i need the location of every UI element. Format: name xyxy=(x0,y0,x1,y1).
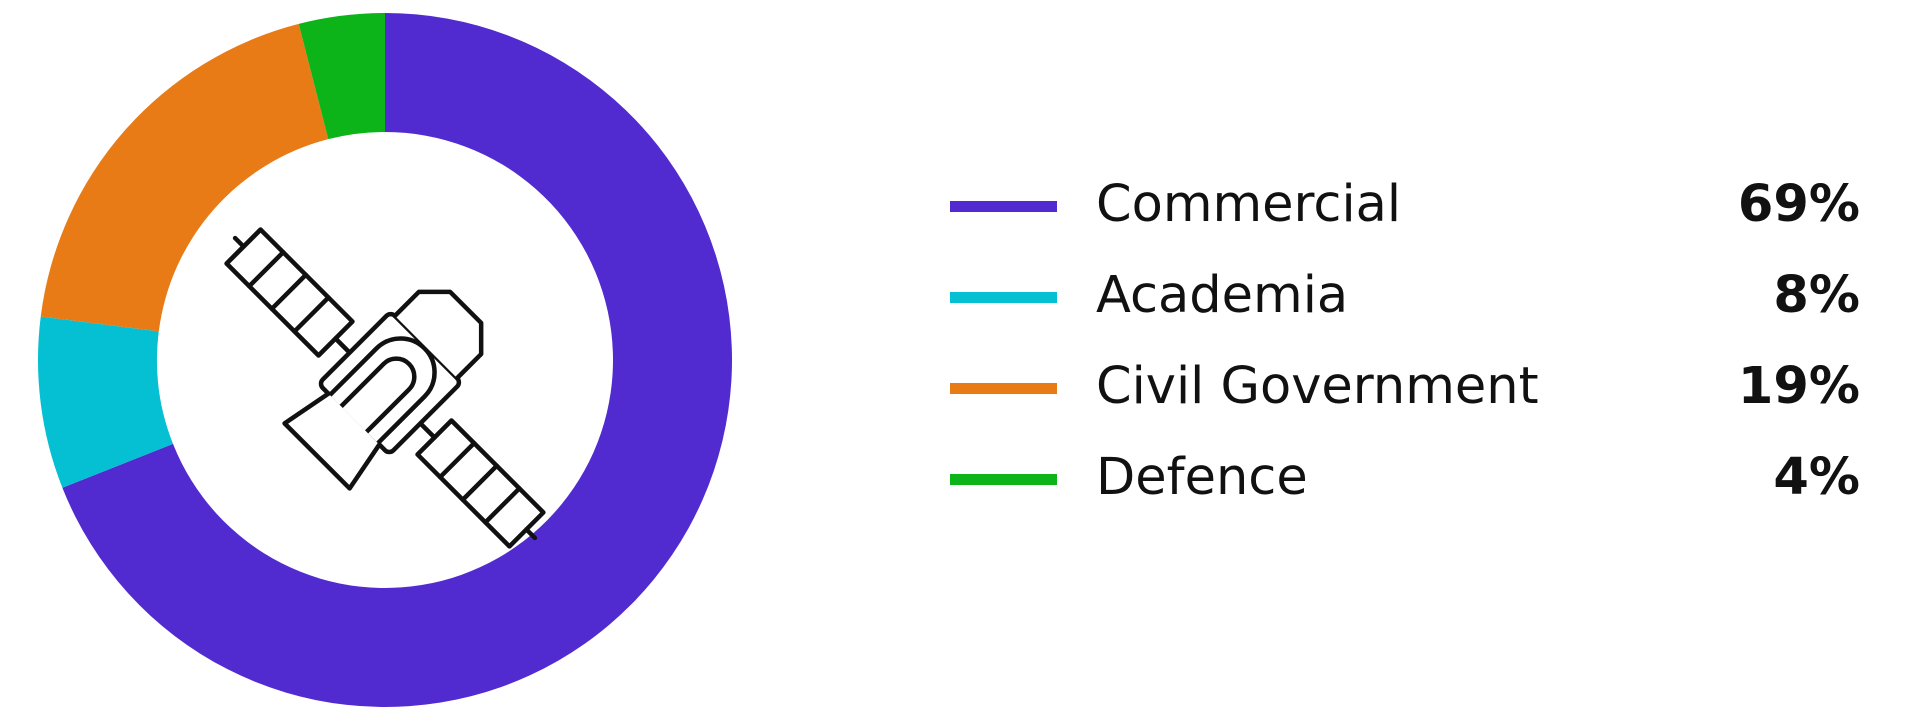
legend-value: 69% xyxy=(1737,175,1860,234)
donut-slice-commercial xyxy=(62,13,732,707)
legend-item-civil-government: Civil Government 19% xyxy=(950,347,1860,438)
legend-label: Academia xyxy=(1096,266,1349,325)
legend-item-defence: Defence 4% xyxy=(950,438,1860,529)
chart-legend: Commercial 69% Academia 8% Civil Governm… xyxy=(950,165,1860,529)
legend-swatch-defence xyxy=(950,474,1057,485)
donut-slice-defence xyxy=(298,13,385,140)
donut-svg xyxy=(37,13,732,707)
donut-chart xyxy=(0,0,760,707)
legend-value: 4% xyxy=(1773,448,1860,507)
donut-slices xyxy=(37,13,732,707)
legend-value: 19% xyxy=(1737,357,1860,416)
donut-slice-civil-government xyxy=(40,23,329,332)
legend-swatch-academia xyxy=(950,292,1057,303)
legend-label: Defence xyxy=(1096,448,1308,507)
legend-label: Civil Government xyxy=(1096,357,1539,416)
legend-value: 8% xyxy=(1773,266,1860,325)
satellite-icon xyxy=(224,227,546,549)
legend-label: Commercial xyxy=(1096,175,1402,234)
legend-swatch-commercial xyxy=(950,201,1057,212)
legend-swatch-civil-government xyxy=(950,383,1057,394)
donut-slice-academia xyxy=(37,316,174,488)
legend-item-academia: Academia 8% xyxy=(950,256,1860,347)
legend-item-commercial: Commercial 69% xyxy=(950,165,1860,256)
